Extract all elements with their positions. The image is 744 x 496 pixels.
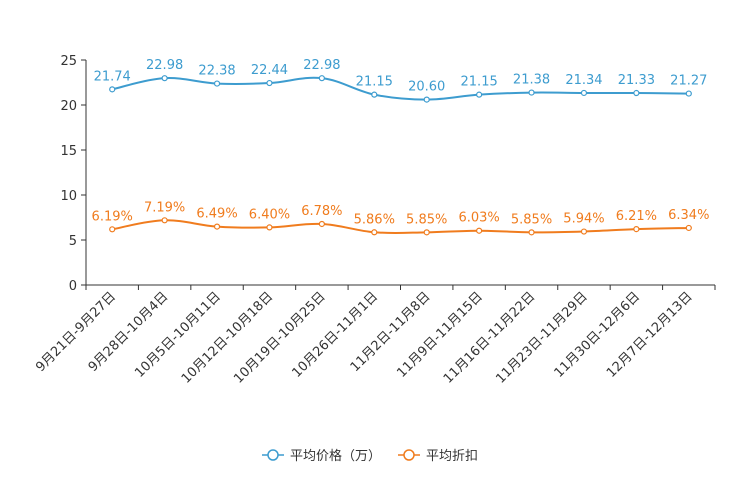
- data-point[interactable]: [476, 227, 483, 234]
- data-point[interactable]: [528, 229, 535, 236]
- legend-label: 平均折扣: [426, 449, 478, 464]
- y-tick-label: 20: [60, 99, 77, 114]
- series-1: 21.74 22.98 22.38 22.44 22.98 21.15 20.60 21.15…: [94, 58, 707, 103]
- data-point[interactable]: [423, 96, 430, 103]
- data-label: 6.03%: [458, 211, 499, 226]
- data-label: 6.78%: [301, 204, 342, 219]
- x-tick-label: 10月19日-10月25日: [231, 289, 328, 386]
- x-tick-label: 11月16日-11月22日: [441, 289, 538, 386]
- y-tick-label: 10: [60, 189, 77, 204]
- data-point[interactable]: [161, 75, 168, 82]
- data-point[interactable]: [685, 90, 692, 97]
- data-label: 21.74: [94, 69, 131, 84]
- data-point[interactable]: [161, 217, 168, 224]
- data-point[interactable]: [266, 224, 273, 231]
- data-point[interactable]: [633, 226, 640, 233]
- series-2: 6.19% 7.19% 6.49% 6.40% 6.78% 5.86% 5.85% 6.03%…: [92, 200, 709, 236]
- data-point[interactable]: [266, 79, 273, 87]
- data-label: 21.38: [513, 73, 550, 88]
- data-point[interactable]: [371, 229, 378, 236]
- data-point[interactable]: [213, 223, 221, 230]
- data-point[interactable]: [371, 91, 378, 98]
- data-label: 5.85%: [406, 212, 447, 227]
- x-tick-label: 10月12日-10月18日: [179, 289, 276, 386]
- data-point[interactable]: [633, 89, 640, 97]
- legend[interactable]: 平均价格（万） 平均折扣: [262, 448, 478, 464]
- legend-item-2[interactable]: 平均折扣: [398, 449, 478, 464]
- data-point[interactable]: [685, 224, 692, 232]
- data-label: 5.85%: [511, 212, 552, 227]
- data-point[interactable]: [109, 86, 116, 93]
- data-label: 22.98: [146, 58, 183, 73]
- legend-marker-icon: [267, 449, 279, 461]
- data-label: 6.21%: [616, 209, 657, 224]
- data-label: 22.44: [251, 63, 288, 78]
- y-tick-label: 25: [60, 54, 77, 69]
- data-label: 6.49%: [196, 207, 237, 222]
- data-point[interactable]: [528, 89, 535, 96]
- data-point[interactable]: [580, 89, 588, 97]
- y-tick-label: 0: [69, 279, 77, 294]
- data-label: 6.40%: [249, 207, 290, 222]
- data-label: 21.15: [461, 75, 498, 90]
- data-label: 20.60: [408, 80, 445, 95]
- data-label: 5.94%: [563, 212, 604, 227]
- x-tick-label: 11月23日-11月29日: [493, 289, 590, 386]
- data-label: 6.19%: [92, 209, 133, 224]
- data-label: 22.98: [303, 58, 340, 73]
- y-tick-label: 15: [60, 144, 77, 159]
- data-label: 21.27: [670, 74, 707, 89]
- data-label: 21.15: [356, 75, 393, 90]
- data-point[interactable]: [318, 220, 325, 228]
- data-label: 5.86%: [354, 212, 395, 227]
- data-point[interactable]: [580, 228, 588, 235]
- data-point[interactable]: [318, 75, 325, 82]
- series-layer: 21.74 22.98 22.38 22.44 22.98 21.15 20.60 21.15…: [92, 58, 709, 236]
- data-label: 6.34%: [668, 208, 709, 223]
- data-label: 7.19%: [144, 200, 185, 215]
- data-label: 22.38: [198, 64, 235, 79]
- legend-item-1[interactable]: 平均价格（万）: [262, 448, 381, 464]
- y-tick-label: 5: [69, 234, 77, 249]
- series-line: [111, 76, 689, 101]
- data-point[interactable]: [109, 226, 116, 233]
- data-label: 21.34: [565, 73, 602, 88]
- legend-label: 平均价格（万）: [290, 448, 381, 464]
- data-label: 21.33: [618, 73, 655, 88]
- series-line: [112, 219, 689, 235]
- data-point[interactable]: [213, 80, 221, 87]
- legend-marker-icon: [403, 449, 415, 461]
- data-point[interactable]: [476, 91, 483, 98]
- data-point[interactable]: [423, 229, 430, 236]
